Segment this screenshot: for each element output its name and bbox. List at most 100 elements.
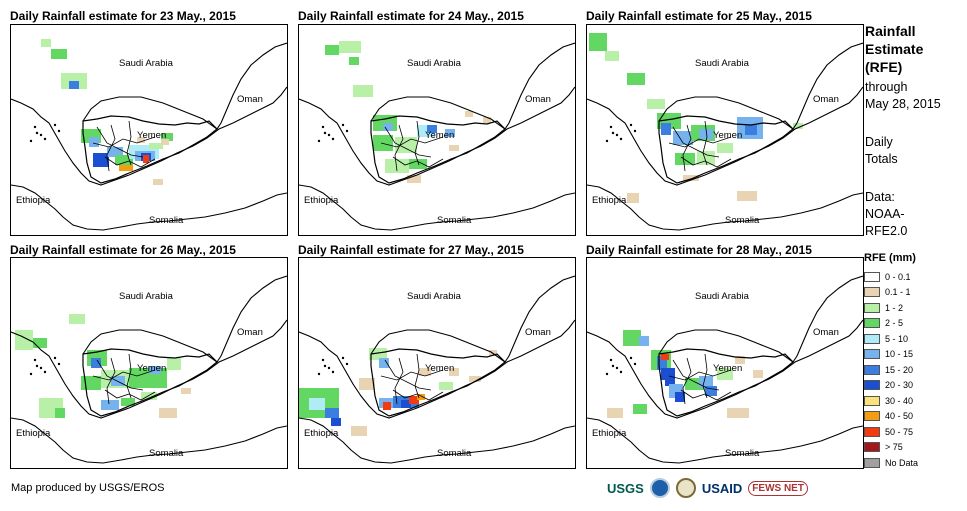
rain-cell <box>727 408 749 418</box>
yemen-label: Yemen <box>137 363 167 374</box>
legend-swatch <box>864 318 880 329</box>
rain-cell <box>465 111 473 117</box>
rainfall-cells <box>607 330 763 418</box>
rain-cell <box>111 376 125 386</box>
yemen-border <box>658 115 794 184</box>
saudi-border <box>370 96 506 130</box>
island-dot <box>33 358 37 362</box>
rain-cell <box>605 51 619 61</box>
legend-label: 0.1 - 1 <box>885 287 911 298</box>
island-dot <box>321 125 325 129</box>
rainfall-cells <box>589 33 803 203</box>
governorate-border <box>414 120 420 166</box>
legend-item: 10 - 15 <box>864 347 918 363</box>
rain-cell <box>325 45 339 55</box>
island-dot <box>633 129 637 133</box>
legend-swatch <box>864 442 880 453</box>
governorate-border <box>392 156 444 168</box>
yemen-border <box>82 115 218 184</box>
legend-item: 15 - 20 <box>864 362 918 378</box>
island-dot <box>317 372 321 376</box>
rain-cell <box>331 418 341 426</box>
panel-title-25: Daily Rainfall estimate for 25 May., 201… <box>586 9 812 23</box>
oman-border <box>504 42 575 130</box>
island-dot <box>323 364 327 368</box>
rain-cell <box>359 378 375 390</box>
governorate-border <box>106 124 116 172</box>
rain-cell <box>41 39 51 47</box>
governorate-border <box>92 369 156 381</box>
island-dot <box>39 133 43 137</box>
map-svg <box>587 33 863 231</box>
island-dot <box>57 362 61 366</box>
island-dot <box>611 131 615 135</box>
island-dot <box>35 364 39 368</box>
panel-title-28: Daily Rainfall estimate for 28 May., 201… <box>586 243 812 257</box>
governorate-border <box>126 120 132 166</box>
dos-seal-icon <box>675 478 696 498</box>
rain-cell <box>419 368 431 376</box>
rain-cell <box>159 408 177 418</box>
governorate-border <box>702 120 708 166</box>
logo-strip: USGS USAID FEWS NET <box>607 478 808 498</box>
rain-cell <box>627 73 645 85</box>
rain-cell <box>351 426 367 436</box>
sidebar-date: May 28, 2015 <box>865 97 941 111</box>
governorate-border <box>384 126 432 158</box>
island-dot <box>341 123 345 127</box>
governorate-border <box>680 156 732 168</box>
saudi-border <box>370 329 506 363</box>
yemen-label: Yemen <box>425 130 455 141</box>
rain-cell <box>141 392 157 400</box>
legend-swatch <box>864 302 880 313</box>
rain-cell <box>51 49 67 59</box>
rain-cell <box>349 57 359 65</box>
coastline <box>587 319 863 419</box>
legend-item: 40 - 50 <box>864 409 918 425</box>
africa-coast <box>587 184 863 231</box>
rain-cell <box>119 165 133 171</box>
legend-item: 1 - 2 <box>864 300 918 316</box>
legend: 0 - 0.1 0.1 - 1 1 - 2 2 - 5 5 - 10 10 - 15 15 … <box>864 269 918 471</box>
sidebar-source1: NOAA- <box>865 207 905 221</box>
governorate-border <box>96 126 144 158</box>
rain-cell <box>181 388 191 394</box>
saudi-arabia-label: Saudi Arabia <box>119 291 173 302</box>
panel-title-23: Daily Rainfall estimate for 23 May., 201… <box>10 9 236 23</box>
rain-cell <box>409 159 427 169</box>
island-dot <box>53 123 57 127</box>
governorate-border <box>384 359 432 391</box>
rain-cell <box>383 123 393 131</box>
rain-cell <box>665 376 675 386</box>
governorate-border <box>668 136 732 148</box>
rain-cell <box>379 358 389 368</box>
ethiopia-label: Ethiopia <box>304 195 339 206</box>
legend-swatch <box>864 426 880 437</box>
somalia-label: Somalia <box>437 448 472 459</box>
island-dot <box>605 139 609 143</box>
legend-item: 0.1 - 1 <box>864 285 918 301</box>
rain-cell <box>639 336 649 346</box>
rain-cell <box>753 370 763 378</box>
map-svg <box>299 41 575 231</box>
rain-cell <box>81 376 101 390</box>
legend-swatch <box>864 271 880 282</box>
rainfall-cells <box>41 39 173 185</box>
rain-cell <box>661 123 671 135</box>
island-dot <box>609 358 613 362</box>
saudi-arabia-label: Saudi Arabia <box>407 291 461 302</box>
governorate-border <box>682 357 692 405</box>
panel-title-27: Daily Rainfall estimate for 27 May., 201… <box>298 243 524 257</box>
legend-label: No Data <box>885 457 919 468</box>
legend-label: 30 - 40 <box>885 395 914 406</box>
rainfall-map-26: Saudi Arabia Oman Yemen Ethiopia Somalia <box>10 257 288 469</box>
governorate-border <box>392 389 444 401</box>
oman-label: Oman <box>237 327 263 338</box>
usgs-logo: USGS <box>607 480 644 496</box>
rain-cell <box>417 394 425 400</box>
legend-label: 50 - 75 <box>885 426 914 437</box>
governorate-border <box>96 359 144 391</box>
rain-cell <box>69 314 85 324</box>
legend-swatch <box>864 364 880 375</box>
yemen-label: Yemen <box>137 130 167 141</box>
